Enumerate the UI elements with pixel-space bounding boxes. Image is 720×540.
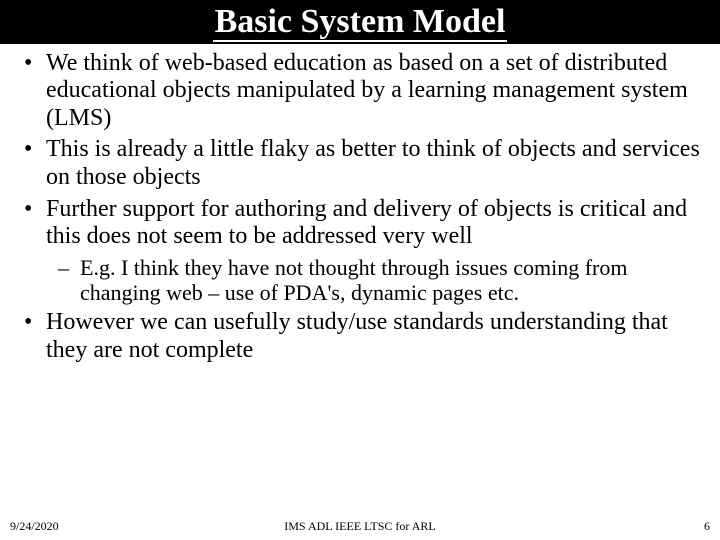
bullet-text: However we can usefully study/use standa… — [46, 309, 668, 363]
bullet-item: However we can usefully study/use standa… — [20, 309, 700, 364]
sub-bullet-list: E.g. I think they have not thought throu… — [58, 255, 700, 306]
sub-bullet-text: E.g. I think they have not thought throu… — [80, 255, 628, 305]
bullet-item: We think of web-based education as based… — [20, 50, 700, 133]
slide-body: We think of web-based education as based… — [0, 44, 720, 365]
sub-bullet-item: E.g. I think they have not thought throu… — [58, 255, 700, 306]
bullet-item: Further support for authoring and delive… — [20, 196, 700, 306]
bullet-text: Further support for authoring and delive… — [46, 196, 687, 250]
bullet-text: We think of web-based education as based… — [46, 50, 688, 131]
bullet-text: This is already a little flaky as better… — [46, 136, 700, 190]
bullet-list: We think of web-based education as based… — [20, 50, 700, 365]
bullet-item: This is already a little flaky as better… — [20, 136, 700, 191]
footer-page-number: 6 — [704, 519, 710, 534]
footer-center: IMS ADL IEEE LTSC for ARL — [0, 519, 720, 534]
slide-title: Basic System Model — [213, 4, 508, 42]
title-bar: Basic System Model — [0, 0, 720, 44]
